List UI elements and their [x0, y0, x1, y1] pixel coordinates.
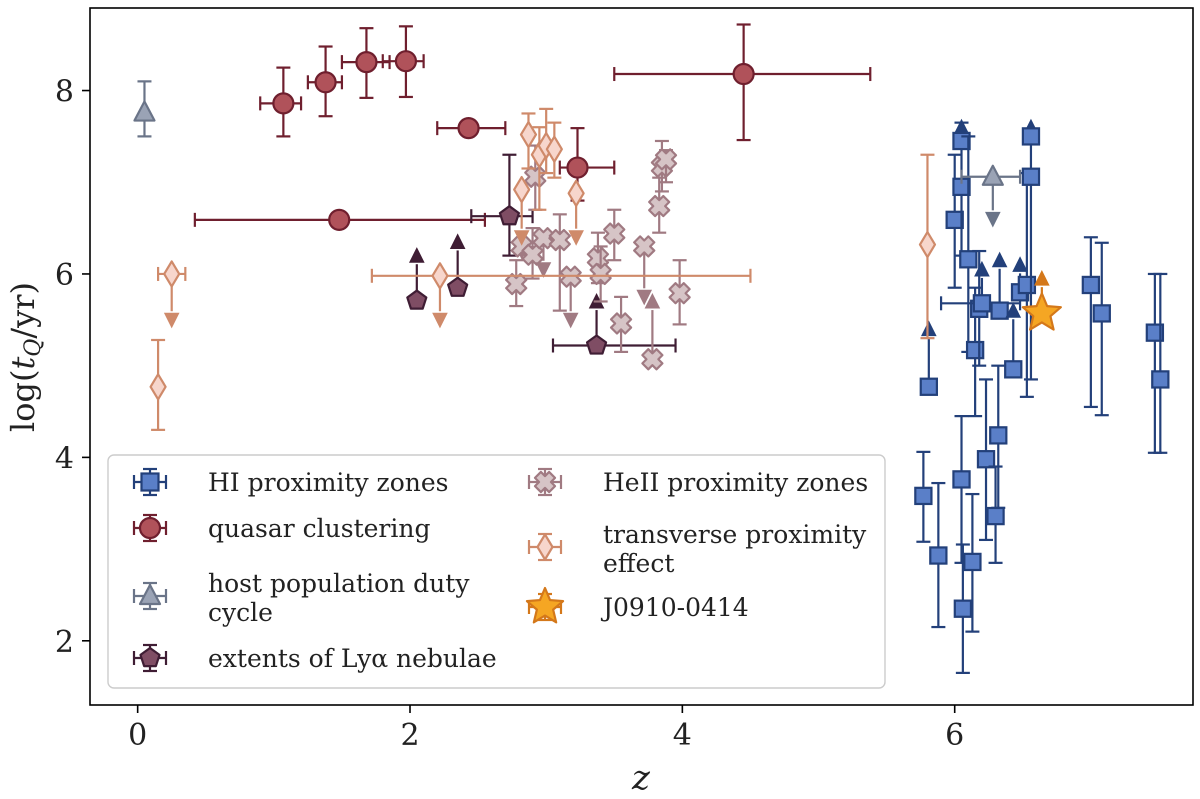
data-point [551, 292, 677, 355]
data-point [548, 213, 571, 312]
data-point [953, 543, 973, 675]
legend-label: HeII proximity zones [603, 468, 868, 497]
data-point [648, 176, 671, 234]
data-point [567, 179, 585, 246]
data-point [470, 153, 534, 257]
data-point [914, 450, 933, 543]
data-point [193, 208, 487, 231]
legend-label: extents of Lyα nebulae [208, 644, 497, 673]
data-point [149, 338, 167, 431]
data-point [654, 148, 678, 184]
data-point [963, 492, 982, 633]
data-point [986, 465, 1005, 564]
data-point [1021, 118, 1041, 146]
data-point [589, 245, 612, 303]
legend-box [107, 454, 886, 689]
legend-label: quasar clustering [208, 514, 430, 543]
x-axis-label: z [631, 758, 651, 798]
data-point [919, 320, 938, 396]
series-extents-of-ly-nebulae [406, 153, 677, 355]
data-point [513, 175, 531, 246]
legend-label: effect [603, 549, 674, 578]
x-tick-label: 4 [673, 718, 692, 753]
legend-label: HI proximity zones [208, 468, 449, 497]
data-point [545, 121, 563, 179]
data-point [370, 262, 752, 329]
data-point [436, 117, 507, 140]
data-point [1021, 135, 1041, 381]
data-point [609, 295, 633, 354]
data-point [945, 153, 964, 289]
data-point [1151, 272, 1170, 454]
data-point [521, 227, 544, 280]
y-axis-label: log(tQ/yr) [4, 282, 46, 432]
data-point [668, 259, 691, 326]
data-marks [133, 23, 1170, 675]
data-point [133, 80, 156, 138]
data-point [990, 251, 1009, 320]
data-point [1081, 236, 1101, 409]
y-tick-label: 6 [55, 258, 74, 293]
legend-label: J0910-0414 [600, 593, 749, 622]
y-tick-label: 2 [55, 625, 74, 660]
data-point [976, 378, 996, 542]
data-point [613, 23, 872, 142]
legend-label: host population duty [208, 569, 470, 598]
data-point [530, 126, 548, 211]
data-point [960, 164, 1022, 228]
data-point [603, 208, 626, 262]
y-tick-label: 4 [55, 441, 74, 476]
data-point [447, 233, 469, 297]
data-point [1004, 302, 1023, 379]
legend-entry: HI proximity zones [132, 467, 449, 497]
x-tick-label: 0 [128, 718, 147, 753]
data-point [505, 259, 528, 308]
legend-entry: HeII proximity zones [527, 467, 868, 497]
data-point [519, 112, 538, 170]
legend-label: cycle [208, 598, 273, 627]
data-point [1092, 241, 1111, 417]
series-transverse-proximity-effect [149, 107, 937, 431]
data-point [989, 364, 1008, 509]
series-quasar-clustering [193, 23, 872, 231]
series-heii-proximity-zones [505, 139, 691, 371]
data-point [259, 66, 303, 138]
data-point [1021, 270, 1062, 331]
data-point [952, 415, 971, 564]
x-tick-label: 2 [400, 718, 419, 753]
series-host-population-duty-cycle [133, 80, 1022, 228]
data-point [306, 45, 344, 118]
x-tick-label: 6 [945, 718, 964, 753]
data-point [633, 235, 656, 306]
data-point [156, 260, 187, 329]
axis-ticks: 0 2 4 6 2 4 6 8 [55, 75, 964, 753]
data-point [918, 153, 937, 340]
legend: HI proximity zones quasar clustering host … [107, 454, 886, 689]
legend-entry: extents of Lyα nebulae [132, 643, 497, 673]
data-point [558, 127, 616, 202]
data-point [381, 25, 425, 99]
data-point [929, 481, 948, 629]
data-point [406, 247, 428, 310]
series-hi-proximity-zones [914, 118, 1170, 675]
legend-entry: J0910-0414 [525, 586, 749, 624]
data-point [340, 27, 391, 99]
data-point [641, 292, 664, 371]
series-j0910-0414 [1021, 270, 1062, 331]
y-tick-label: 8 [55, 75, 74, 110]
legend-label: transverse proximity [603, 520, 867, 549]
legend-entry: quasar clustering [132, 513, 430, 543]
data-point [532, 227, 555, 278]
